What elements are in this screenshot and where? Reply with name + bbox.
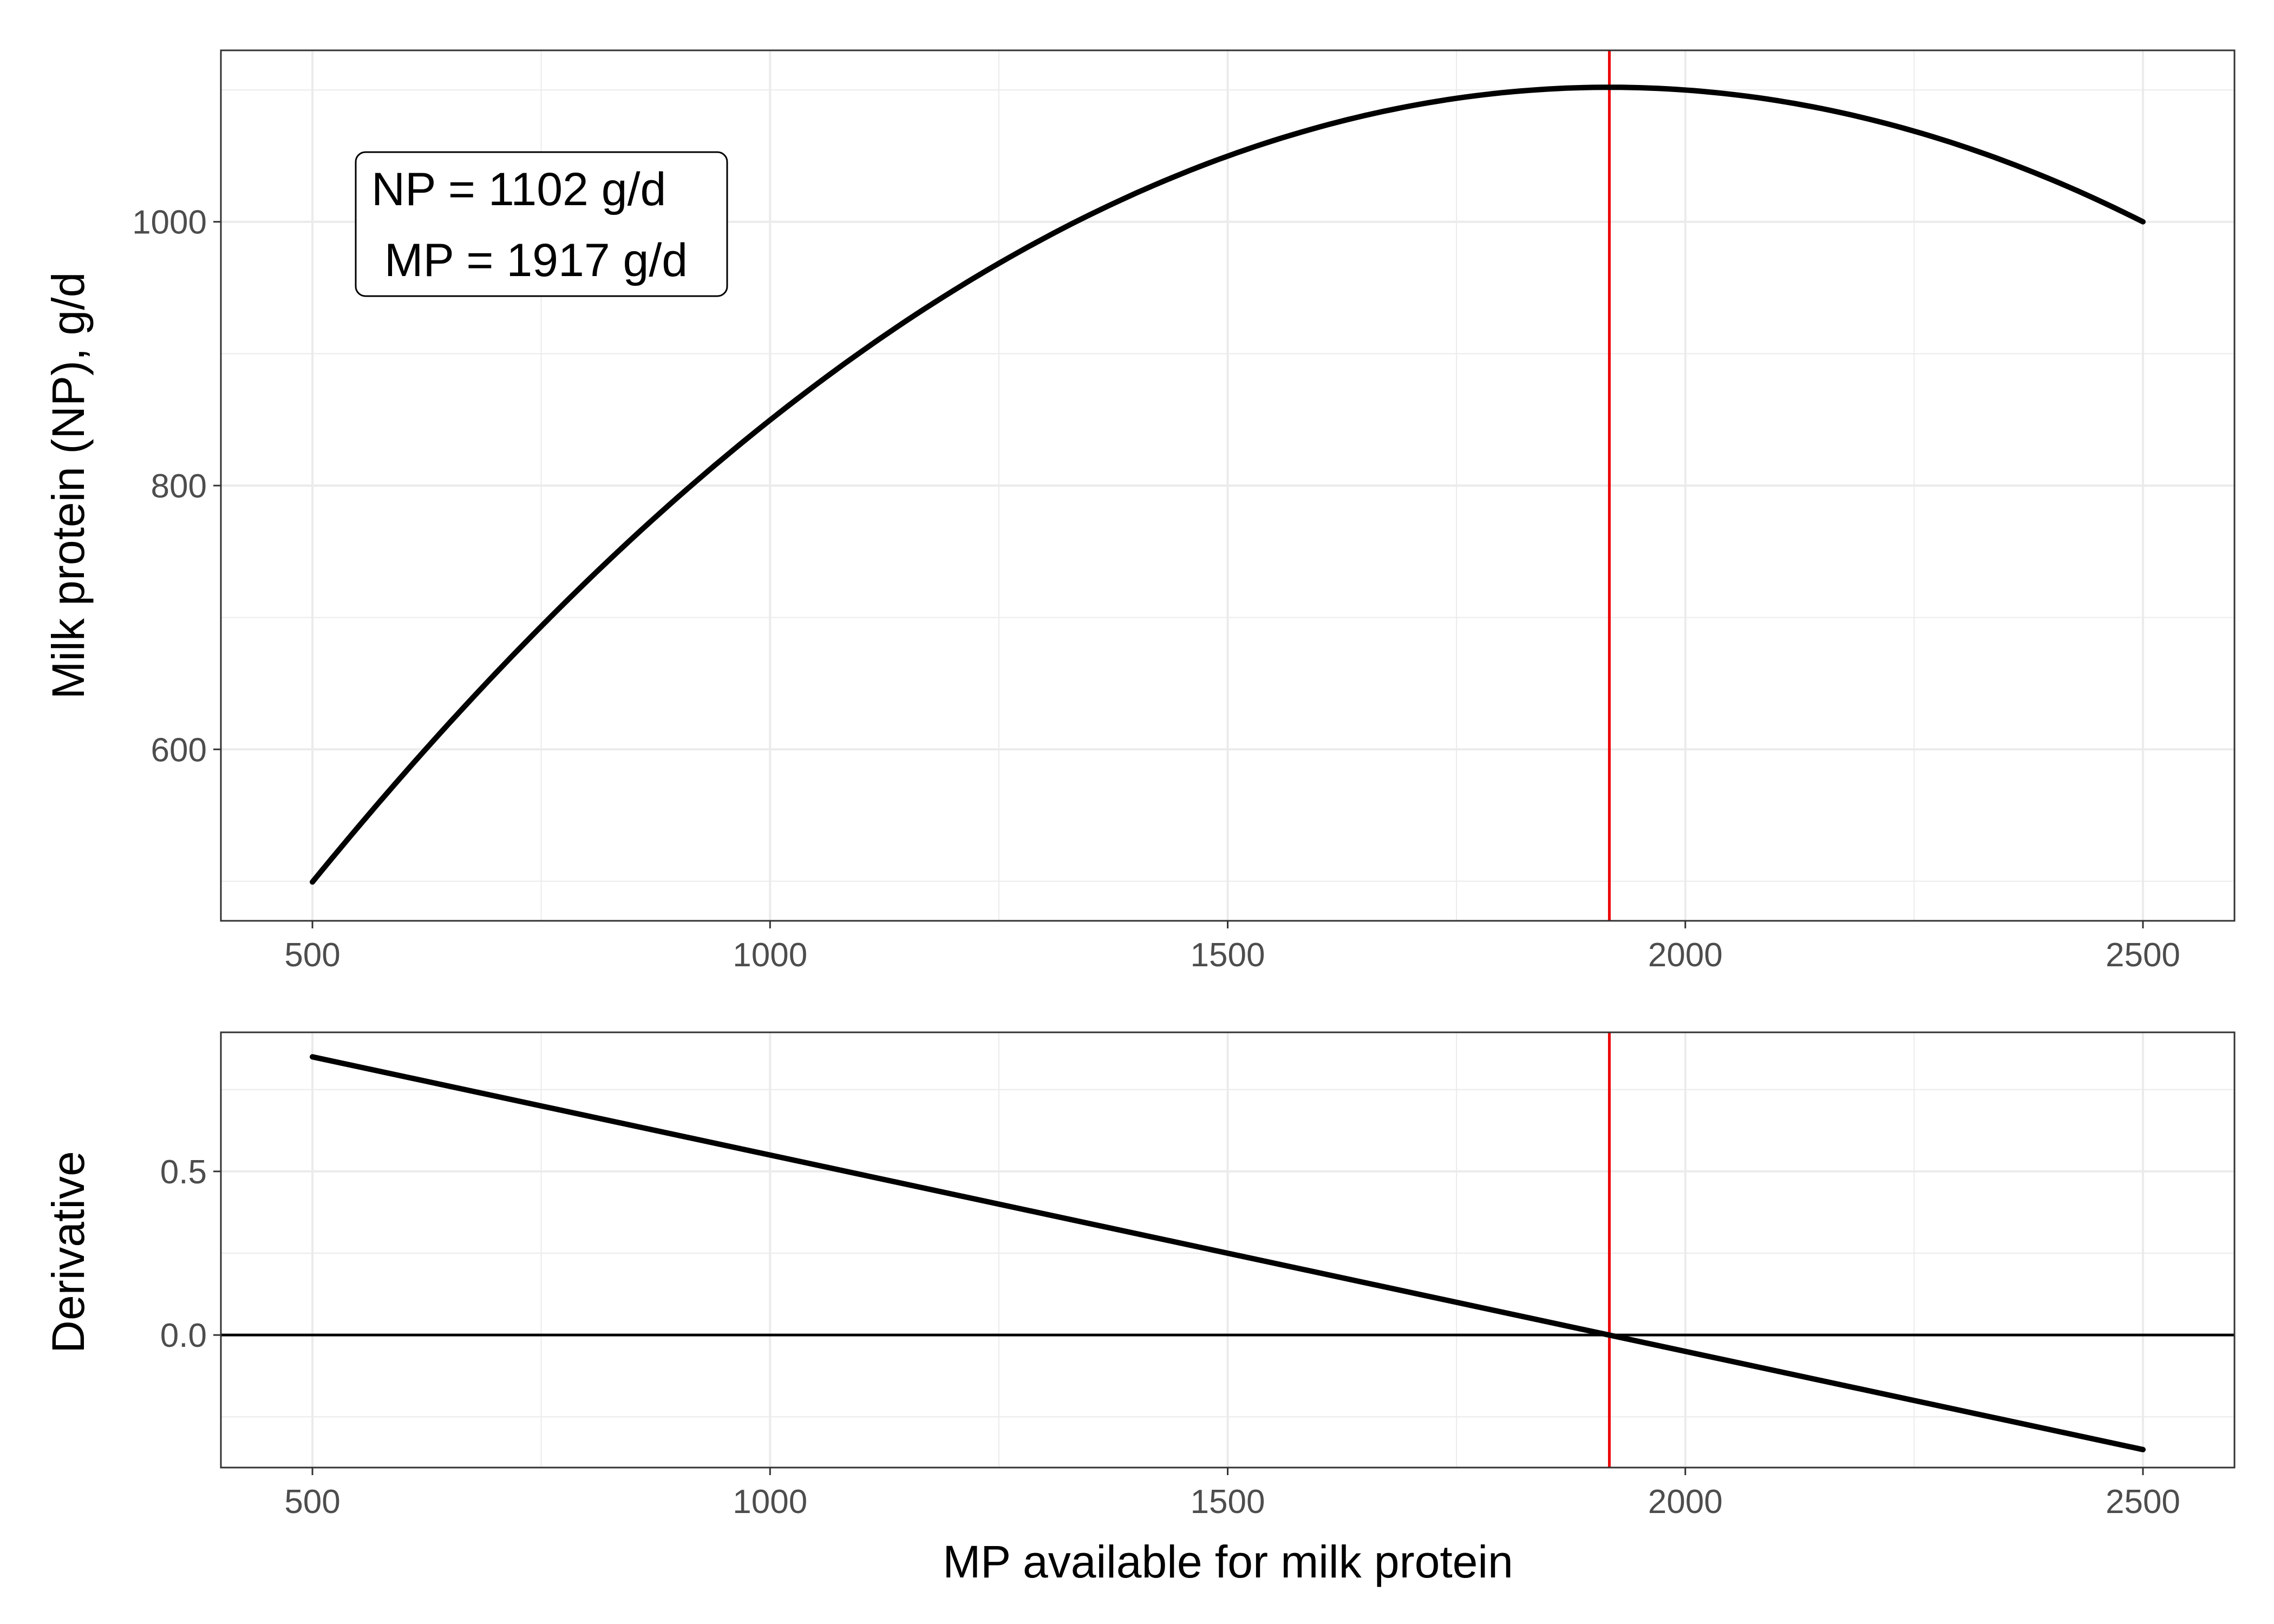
derivative-x-tick-label: 1000 bbox=[733, 1483, 807, 1521]
derivative-y-tick-label: 0.0 bbox=[160, 1317, 207, 1354]
np-x-tick-label: 500 bbox=[284, 937, 340, 974]
np-panel: 500 1000 1500 2000 2500 600 800 1000 Milk prot… bbox=[43, 49, 2236, 974]
x-axis-title: MP available for milk protein bbox=[943, 1536, 1513, 1587]
derivative-y-axis-title: Derivative bbox=[43, 1151, 94, 1353]
derivative-y-tick-label: 0.5 bbox=[160, 1154, 207, 1191]
np-series-line bbox=[310, 84, 2146, 885]
annotation-frame bbox=[355, 151, 728, 297]
np-y-tick-label: 800 bbox=[151, 468, 207, 505]
derivative-x-axis: 500 1000 1500 2000 2500 bbox=[284, 1468, 2180, 1521]
np-series-layer bbox=[310, 84, 2146, 885]
derivative-x-tick-label: 1500 bbox=[1191, 1483, 1265, 1521]
derivative-x-tick-label: 2000 bbox=[1648, 1483, 1723, 1521]
np-y-axis: 600 800 1000 bbox=[132, 204, 221, 769]
np-y-axis-title: Milk protein (NP), g/d bbox=[43, 272, 94, 699]
derivative-panel: 500 1000 1500 2000 2500 0.0 0.5 Derivative MP… bbox=[43, 1031, 2236, 1587]
derivative-series-line bbox=[310, 1054, 2146, 1452]
derivative-x-tick-label: 2500 bbox=[2106, 1483, 2180, 1521]
derivative-series-layer bbox=[310, 1054, 2146, 1452]
np-y-tick-label: 600 bbox=[151, 731, 207, 769]
np-gridlines bbox=[221, 50, 2234, 921]
np-annotation-box: NP = 1102 g/d MP = 1917 g/d bbox=[355, 151, 728, 297]
annotation-line-mp: MP = 1917 g/d bbox=[371, 234, 688, 286]
derivative-x-tick-label: 500 bbox=[284, 1483, 340, 1521]
np-y-tick-label: 1000 bbox=[132, 204, 207, 241]
annotation-line-np: NP = 1102 g/d bbox=[371, 163, 666, 215]
np-x-tick-label: 1500 bbox=[1191, 937, 1265, 974]
np-x-tick-label: 2500 bbox=[2106, 937, 2180, 974]
derivative-y-axis: 0.0 0.5 bbox=[160, 1154, 221, 1354]
np-x-tick-label: 2000 bbox=[1648, 937, 1723, 974]
np-x-tick-label: 1000 bbox=[733, 937, 807, 974]
np-x-axis: 500 1000 1500 2000 2500 bbox=[284, 921, 2180, 974]
